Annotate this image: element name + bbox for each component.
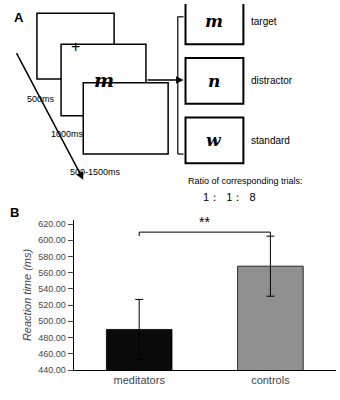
svg-text:480.00: 480.00 xyxy=(38,333,66,343)
svg-text:controls: controls xyxy=(251,374,290,386)
svg-text:m: m xyxy=(94,69,114,91)
svg-text:target: target xyxy=(251,16,277,27)
svg-text:500ms: 500ms xyxy=(27,94,55,104)
svg-text:meditators: meditators xyxy=(114,374,166,386)
svg-text:600.00: 600.00 xyxy=(38,235,66,245)
svg-text:580.00: 580.00 xyxy=(38,252,66,262)
svg-text:distractor: distractor xyxy=(251,75,293,86)
svg-text:500.00: 500.00 xyxy=(38,316,66,326)
svg-text:**: ** xyxy=(199,214,210,230)
svg-text:460.00: 460.00 xyxy=(38,349,66,359)
svg-text:m: m xyxy=(205,11,223,31)
svg-text:w: w xyxy=(206,130,222,150)
svg-text:540.00: 540.00 xyxy=(38,284,66,294)
svg-text:1000ms: 1000ms xyxy=(51,129,84,139)
svg-text:standard: standard xyxy=(251,135,290,146)
svg-text:+: + xyxy=(71,38,80,55)
svg-text:A: A xyxy=(14,10,24,25)
svg-text:620.00: 620.00 xyxy=(38,219,66,229)
svg-text:Ratio of corresponding trials:: Ratio of corresponding trials: xyxy=(188,176,303,186)
svg-text:Reaction time (ms): Reaction time (ms) xyxy=(21,248,33,341)
svg-text:B: B xyxy=(10,205,19,220)
svg-text:1： 1： 8: 1： 1： 8 xyxy=(203,191,256,203)
svg-text:520.00: 520.00 xyxy=(38,300,66,310)
svg-text:500-1500ms: 500-1500ms xyxy=(70,167,121,177)
svg-text:440.00: 440.00 xyxy=(38,365,66,375)
svg-text:560.00: 560.00 xyxy=(38,268,66,278)
svg-text:n: n xyxy=(208,71,220,91)
